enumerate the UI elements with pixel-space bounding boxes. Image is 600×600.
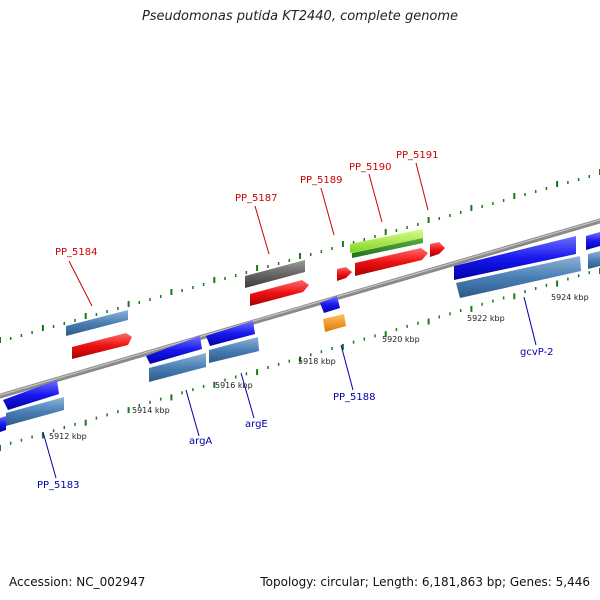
bottom-strand-genes <box>0 251 600 432</box>
gene-gcvP-2-a[interactable] <box>454 236 576 280</box>
gene-PP_5184-a[interactable] <box>66 310 128 336</box>
gene-PP_5187[interactable] <box>250 280 309 306</box>
leader-PP_5188 <box>340 344 354 391</box>
leader-gcvP-2 <box>523 296 537 346</box>
leader-PP_5183 <box>42 431 57 479</box>
label-PP_5184: PP_5184 <box>55 247 98 258</box>
leader-PP_5184 <box>68 260 93 307</box>
genome-backbone <box>0 218 600 399</box>
gene-argA-b[interactable] <box>149 353 206 382</box>
gene-gcvP-2[interactable] <box>456 256 581 298</box>
upper-tick-track <box>0 169 600 343</box>
gene-PP_5187-a[interactable] <box>245 260 305 288</box>
gene-PP_5183-b[interactable] <box>6 397 64 426</box>
label-PP_5188: PP_5188 <box>333 392 376 403</box>
gene-argE-b[interactable] <box>209 337 259 363</box>
label-PP_5189: PP_5189 <box>300 175 343 186</box>
gene-PP_5183[interactable] <box>3 380 59 410</box>
label-PP_5187: PP_5187 <box>235 193 278 204</box>
scale-tick-label: 5916 kbp <box>215 381 253 390</box>
leader-PP_5187 <box>254 205 270 255</box>
genome-title: Pseudomonas putida KT2440, complete geno… <box>141 9 459 24</box>
lower-tick-track <box>0 268 600 451</box>
gene-PP_5191[interactable] <box>430 242 445 257</box>
scale-tick-label: 5914 kbp <box>132 406 170 415</box>
label-argA: argA <box>189 436 212 447</box>
label-argE: argE <box>245 419 268 430</box>
accession-text: Accession: NC_002947 <box>9 575 146 589</box>
leader-PP_5189 <box>320 187 335 236</box>
label-PP_5183: PP_5183 <box>37 480 80 491</box>
leader-PP_5191 <box>415 162 429 211</box>
scale-tick-label: 5920 kbp <box>382 335 420 344</box>
gene-PP_5188[interactable] <box>320 296 340 313</box>
gene-bottom-right-edge[interactable] <box>588 251 600 269</box>
label-gcvP-2: gcvP-2 <box>520 347 554 358</box>
gene-argE[interactable] <box>206 321 255 346</box>
scale-tick-label: 5912 kbp <box>49 432 87 441</box>
leader-argE <box>240 372 255 419</box>
gene-PP_5189[interactable] <box>337 267 352 281</box>
gene-PP_5190[interactable] <box>355 248 428 276</box>
gene-top-right-edge[interactable] <box>586 232 600 250</box>
scale-tick-label: 5918 kbp <box>298 357 336 366</box>
leader-argA <box>185 389 200 437</box>
gene-argA[interactable] <box>146 336 202 364</box>
label-PP_5190: PP_5190 <box>349 162 392 173</box>
leader-PP_5190 <box>368 173 383 223</box>
topology-text: Topology: circular; Length: 6,181,863 bp… <box>260 575 590 589</box>
gene-PP_5190-b[interactable] <box>352 238 423 258</box>
label-PP_5191: PP_5191 <box>396 150 439 161</box>
top-strand-genes <box>66 229 600 359</box>
gene-edge-left[interactable] <box>0 416 6 432</box>
scale-tick-label: 5922 kbp <box>467 314 505 323</box>
gene-PP_5190-a[interactable] <box>350 229 423 253</box>
gene-PP_5184[interactable] <box>72 333 132 359</box>
scale-tick-label: 5924 kbp <box>551 293 589 302</box>
gene-PP_5188-b[interactable] <box>323 314 346 332</box>
